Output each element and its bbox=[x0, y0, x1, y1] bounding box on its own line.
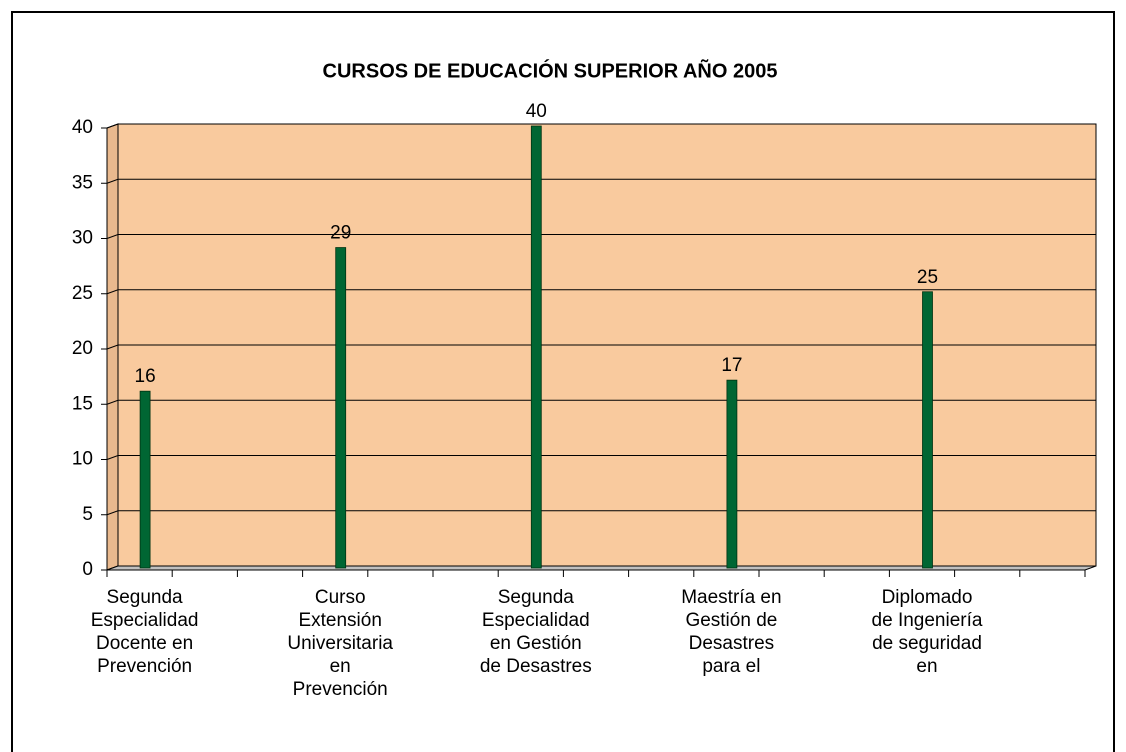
grid-line bbox=[106, 289, 1096, 295]
data-label: 25 bbox=[917, 267, 938, 288]
x-tick-label: Diplomado de Ingeniería de seguridad en bbox=[871, 587, 983, 677]
data-label: 16 bbox=[135, 366, 156, 387]
x-tick-label: Segunda Especialidad Docente en Prevenci… bbox=[90, 587, 199, 677]
bar bbox=[922, 291, 933, 569]
x-tick-label: Maestría en Gestión de Desastres para el bbox=[681, 587, 782, 677]
data-label: 29 bbox=[330, 223, 351, 244]
grid-line bbox=[106, 123, 1096, 129]
grid-line bbox=[106, 399, 1096, 405]
y-tick-label: 40 bbox=[72, 117, 93, 138]
grid-line bbox=[106, 234, 1096, 239]
bar bbox=[530, 125, 542, 569]
floor bbox=[106, 565, 1097, 571]
y-tick-label: 10 bbox=[72, 449, 93, 470]
y-tick-label: 0 bbox=[82, 559, 93, 580]
bar bbox=[726, 379, 738, 569]
chart-title: CURSOS DE EDUCACIÓN SUPERIOR AÑO 2005 bbox=[323, 58, 778, 82]
y-tick-label: 5 bbox=[82, 504, 93, 525]
bar bbox=[139, 390, 151, 569]
y-tick-label: 15 bbox=[72, 393, 93, 414]
data-label: 17 bbox=[721, 355, 742, 376]
data-label: 40 bbox=[526, 101, 547, 122]
y-tick-label: 20 bbox=[72, 338, 93, 359]
grid-line bbox=[106, 455, 1096, 460]
y-tick-label: 30 bbox=[72, 228, 93, 249]
x-tick-label: Curso Extensión Universitaria en Prevenc… bbox=[287, 587, 393, 700]
grid-line bbox=[106, 178, 1096, 184]
y-tick-label: 25 bbox=[72, 283, 93, 304]
grid-line bbox=[106, 510, 1096, 516]
y-tick-label: 35 bbox=[72, 172, 93, 193]
grid-line bbox=[106, 344, 1096, 350]
bar bbox=[335, 247, 347, 569]
x-tick-label: Segunda Especialidad en Gestión de Desas… bbox=[479, 587, 592, 677]
